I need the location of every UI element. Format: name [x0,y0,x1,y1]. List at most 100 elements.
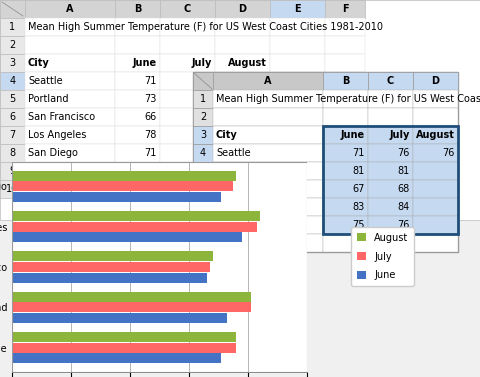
Bar [192,162,213,180]
Text: 76: 76 [254,148,266,158]
Bar [323,126,367,144]
Bar [412,108,457,126]
Text: 5: 5 [9,94,15,104]
Bar [192,234,213,252]
Bar [0,0,25,18]
Bar [160,144,215,162]
Bar [12,273,206,283]
Text: 76: 76 [442,148,454,158]
Bar [323,162,367,180]
Bar [323,144,367,162]
Bar [12,332,236,342]
Bar [160,180,215,198]
Text: C: C [183,4,191,14]
Bar [215,72,269,90]
Text: B: B [341,76,348,86]
Bar [115,180,160,198]
Bar [0,18,25,36]
Bar [367,108,412,126]
Bar [12,262,209,272]
Bar [115,90,160,108]
Bar [12,313,227,323]
Bar [12,251,212,261]
Bar [213,162,323,180]
Bar [0,144,25,162]
Bar [160,0,215,18]
Text: 1: 1 [10,22,15,32]
Bar [323,90,367,108]
Bar [192,72,213,90]
Text: 81: 81 [352,166,364,176]
Bar [412,198,457,216]
Bar [324,36,364,54]
Text: A: A [66,4,73,14]
Bar [323,234,367,252]
Text: 71: 71 [352,148,364,158]
Bar [160,108,215,126]
Bar [0,72,25,90]
Text: City: City [216,130,237,140]
Text: July: July [389,130,409,140]
Bar [0,126,25,144]
Bar [192,126,213,144]
Text: City: City [28,58,49,68]
Text: 76: 76 [254,76,266,86]
Bar [115,36,160,54]
Text: D: D [238,4,246,14]
Bar [215,144,269,162]
Text: A: A [264,76,271,86]
Text: 81: 81 [199,94,212,104]
Bar [323,108,367,126]
Bar [0,36,25,54]
Bar [160,90,215,108]
Text: 4: 4 [10,76,15,86]
Text: 6: 6 [200,184,205,194]
Bar [192,108,213,126]
Text: 4: 4 [200,148,205,158]
Text: Portland: Portland [28,94,68,104]
Bar [0,180,25,198]
Bar [213,234,323,252]
Text: 78: 78 [144,130,156,140]
Text: 68: 68 [254,112,266,122]
Text: 9: 9 [200,238,205,248]
Bar [12,170,236,181]
Text: E: E [294,4,300,14]
Bar [12,211,259,221]
Bar [12,343,236,353]
Bar [215,54,269,72]
Bar [367,90,412,108]
Bar [160,18,215,36]
Bar [192,144,213,162]
Bar [25,108,115,126]
Bar [215,0,269,18]
Bar [367,162,412,180]
Bar [160,54,215,72]
Text: August: August [415,130,454,140]
Bar [12,192,221,202]
Bar [215,90,269,108]
Bar [25,126,115,144]
Bar [324,162,364,180]
Bar [0,0,480,220]
Text: 7: 7 [200,202,206,212]
Bar [324,126,364,144]
Bar [25,18,115,36]
Text: 75: 75 [199,148,212,158]
Text: 84: 84 [397,202,409,212]
Bar [12,292,251,302]
Bar [213,90,323,108]
Text: San Francisco: San Francisco [28,112,95,122]
Bar [215,180,269,198]
Bar [412,72,457,90]
Bar [324,144,364,162]
Bar [25,162,115,180]
Text: 81: 81 [397,166,409,176]
Text: 76: 76 [199,76,212,86]
Bar [25,72,115,90]
Text: Mean High Summer Temperature (F) for US West Coast Cities 1981-2010: Mean High Summer Temperature (F) for US … [28,22,382,32]
Text: 68: 68 [397,184,409,194]
Bar [215,126,269,144]
Bar [215,162,269,180]
Bar [367,144,412,162]
